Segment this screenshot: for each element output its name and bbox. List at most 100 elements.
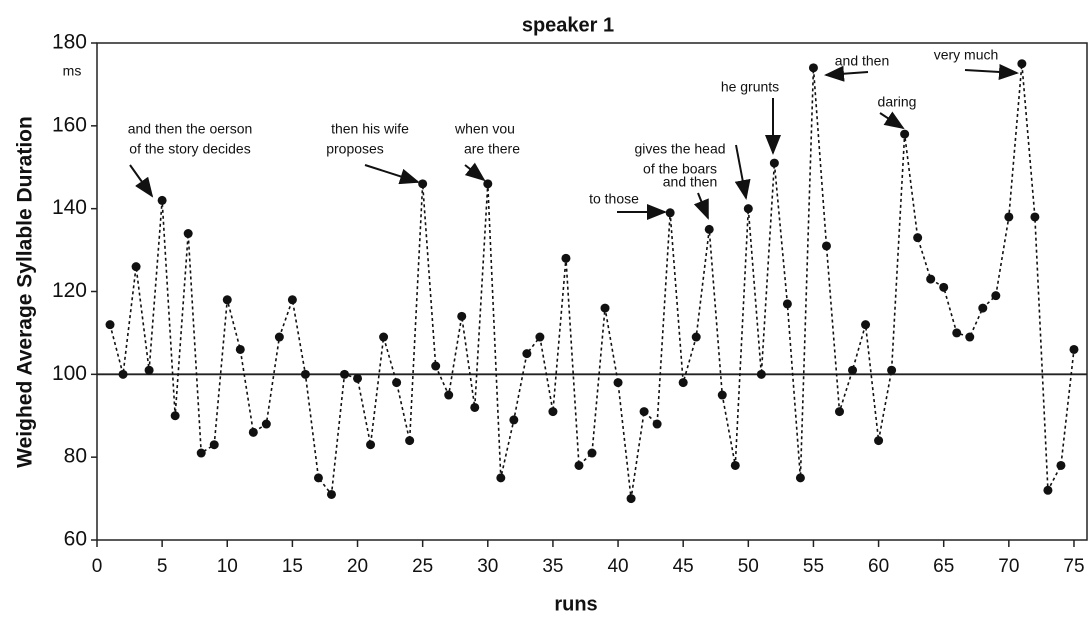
data-point — [496, 473, 506, 483]
data-point — [900, 129, 910, 139]
data-point — [196, 448, 206, 458]
data-point — [874, 436, 884, 446]
data-point — [1069, 344, 1079, 354]
y-axis-label: Weighed Average Syllable Duration — [14, 116, 37, 468]
data-point — [639, 407, 649, 417]
annotation: he grunts — [721, 79, 779, 95]
annotation: daring — [878, 94, 917, 110]
data-point — [782, 299, 792, 309]
x-tick-label: 60 — [868, 556, 889, 577]
data-point — [170, 411, 180, 421]
data-point — [522, 349, 532, 359]
data-point — [222, 295, 232, 305]
annotation: and then — [835, 53, 890, 69]
data-point — [991, 291, 1001, 301]
data-point — [405, 436, 415, 446]
data-point — [131, 262, 141, 272]
data-point — [626, 494, 636, 504]
data-point — [861, 320, 871, 330]
data-point — [105, 320, 115, 330]
data-point — [678, 378, 688, 388]
annotation: gives the head — [634, 141, 725, 157]
annotation: to those — [589, 191, 639, 207]
x-tick-label: 45 — [673, 556, 694, 577]
data-point — [326, 489, 336, 499]
data-point — [743, 204, 753, 214]
data-point — [600, 303, 610, 313]
data-point — [366, 440, 376, 450]
series-line — [109, 63, 1075, 499]
y-tick-label: 80 — [64, 445, 87, 468]
data-point — [1056, 460, 1066, 470]
data-point — [509, 415, 519, 425]
data-point — [587, 448, 597, 458]
x-tick-label: 50 — [738, 556, 759, 577]
x-tick-label: 55 — [803, 556, 824, 577]
data-point — [274, 332, 284, 342]
annotation-arrow — [693, 192, 709, 220]
data-point — [353, 373, 363, 383]
data-point — [431, 361, 441, 371]
data-point — [444, 390, 454, 400]
data-point — [652, 419, 662, 429]
data-point — [730, 460, 740, 470]
y-tick-label: 100 — [52, 362, 87, 385]
data-point — [1004, 212, 1014, 222]
x-tick-label: 0 — [92, 556, 103, 577]
y-tick-label: 140 — [52, 196, 87, 219]
x-axis-label: runs — [554, 593, 597, 615]
data-point — [261, 419, 271, 429]
data-point — [118, 369, 128, 379]
data-point — [300, 369, 310, 379]
data-point — [483, 179, 493, 189]
data-point — [157, 195, 167, 205]
data-point — [613, 378, 623, 388]
data-point — [978, 303, 988, 313]
data-point — [717, 390, 727, 400]
data-point — [965, 332, 975, 342]
data-point — [340, 369, 349, 379]
x-tick-label: 25 — [412, 556, 433, 577]
data-point — [248, 427, 258, 437]
y-unit: ms — [63, 63, 82, 79]
x-tick-label: 30 — [477, 556, 498, 577]
data-point — [808, 63, 818, 73]
data-point — [821, 241, 831, 251]
data-point — [1043, 485, 1053, 495]
data-point — [939, 282, 949, 292]
data-point — [287, 295, 297, 305]
annotation-arrow — [129, 164, 154, 198]
annotation: very much — [934, 47, 999, 63]
data-point — [144, 365, 154, 375]
annotation: and then — [663, 174, 718, 190]
x-tick-label: 75 — [1063, 556, 1084, 577]
data-point — [1017, 59, 1027, 69]
annotation-arrow — [734, 144, 751, 200]
data-point — [887, 365, 897, 375]
data-point — [535, 332, 545, 342]
x-tick-label: 15 — [282, 556, 303, 577]
data-point — [235, 344, 245, 354]
annotation-arrow — [464, 162, 486, 182]
x-tick-label: 70 — [998, 556, 1019, 577]
y-tick-label: 160 — [52, 113, 87, 136]
annotation: then his wife — [331, 121, 409, 137]
y-tick-label: 120 — [52, 279, 87, 302]
chart-title: speaker 1 — [522, 14, 614, 36]
data-point — [1030, 212, 1040, 222]
annotation-arrow — [824, 65, 869, 82]
data-point — [209, 440, 219, 450]
data-point — [848, 365, 858, 375]
plot-frame — [96, 42, 1088, 541]
x-tick-label: 5 — [157, 556, 168, 577]
data-point — [756, 369, 766, 379]
data-point — [795, 473, 805, 483]
data-point — [769, 158, 779, 168]
data-point — [952, 328, 962, 338]
data-point — [691, 332, 701, 342]
data-point — [665, 208, 675, 218]
y-tick-label: 180 — [52, 31, 87, 54]
annotation: and then the oerson — [128, 121, 253, 137]
data-point — [913, 233, 923, 243]
